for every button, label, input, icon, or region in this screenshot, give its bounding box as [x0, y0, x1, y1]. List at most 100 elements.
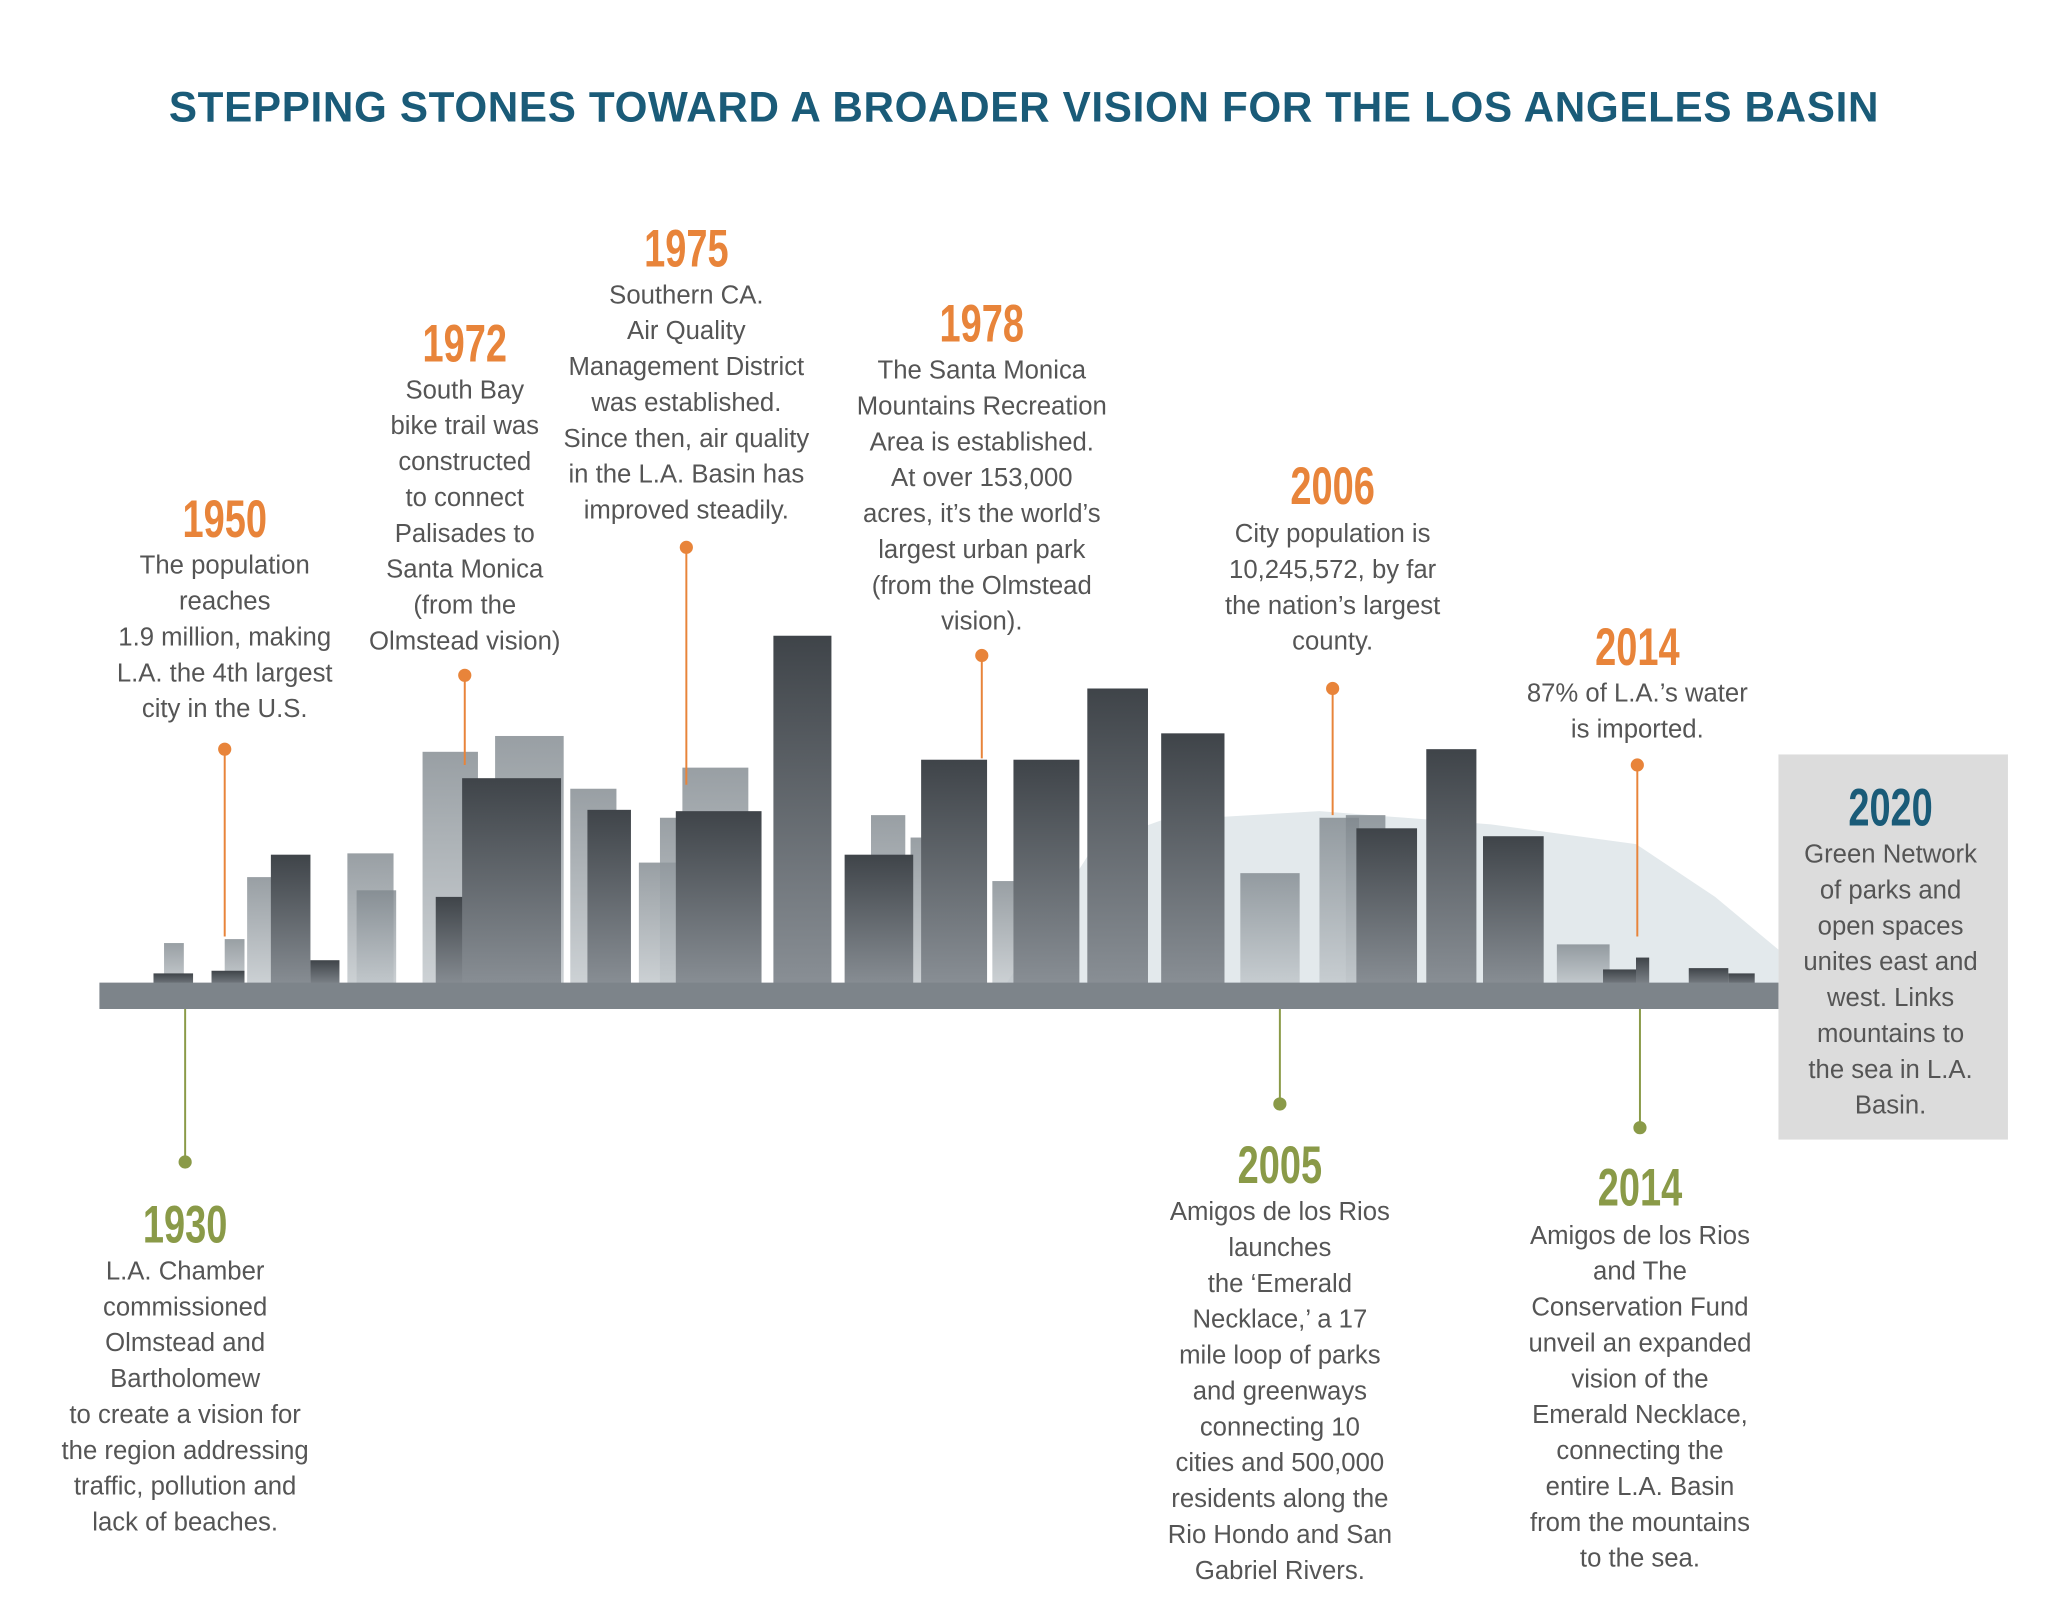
- building: [1087, 688, 1148, 990]
- event-text: lack of beaches.: [92, 1509, 278, 1537]
- event-text: reaches: [179, 588, 270, 616]
- event-text: is imported.: [1571, 716, 1704, 744]
- event-text: mountains to: [1817, 1020, 1964, 1048]
- event-text: largest urban park: [878, 536, 1085, 564]
- event-text: in the L.A. Basin has: [568, 461, 804, 489]
- year: 2020: [1848, 777, 1932, 837]
- building: [435, 896, 465, 990]
- event-text: to the sea.: [1580, 1545, 1700, 1573]
- event-text: entire L.A. Basin: [1546, 1473, 1735, 1501]
- dot: [975, 648, 989, 663]
- event-text: City population is: [1235, 520, 1431, 548]
- event-text: the ‘Emerald: [1208, 1270, 1352, 1298]
- building: [773, 635, 832, 990]
- event-text: At over 153,000: [891, 464, 1072, 492]
- event-text: Gabriel Rivers.: [1195, 1557, 1365, 1585]
- year: 1978: [940, 293, 1024, 353]
- ground: [99, 982, 1779, 1010]
- dot: [1630, 758, 1644, 772]
- dot: [1633, 1121, 1647, 1135]
- event-text: South Bay: [405, 376, 524, 404]
- building: [1482, 836, 1544, 990]
- event-text: Air Quality: [627, 317, 746, 345]
- event-text: commissioned: [103, 1293, 267, 1321]
- event-text: L.A. the 4th largest: [117, 659, 333, 687]
- event-text: the sea in L.A.: [1808, 1056, 1972, 1084]
- building: [1240, 873, 1300, 990]
- dot: [1326, 681, 1340, 696]
- dot: [679, 540, 693, 554]
- building: [356, 890, 397, 990]
- event-text: constructed: [398, 448, 531, 476]
- year: 1930: [143, 1194, 227, 1254]
- event-text: 10,245,572, by far: [1229, 556, 1437, 584]
- skyline: [116, 635, 1755, 990]
- event-text: Santa Monica: [386, 556, 544, 584]
- event-text: city in the U.S.: [142, 695, 308, 723]
- event-text: Conservation Fund: [1531, 1294, 1748, 1322]
- events: 1930 L.A. Chamber commissioned Olmstead and…: [62, 218, 1978, 1585]
- year: 1950: [182, 489, 266, 549]
- event-text: and greenways: [1193, 1377, 1367, 1405]
- event-text: Management District: [568, 353, 804, 381]
- building: [587, 809, 631, 990]
- event-text: acres, it’s the world’s: [863, 500, 1101, 528]
- event-text: Emerald Necklace,: [1532, 1401, 1748, 1429]
- event-text: cities and 500,000: [1176, 1449, 1385, 1477]
- building: [1356, 828, 1418, 990]
- event-text: Necklace,’ a 17: [1192, 1306, 1367, 1334]
- dot: [458, 668, 472, 682]
- event-text: Area is established.: [870, 428, 1094, 456]
- event-text: launches: [1228, 1234, 1331, 1262]
- event-text: Bartholomew: [110, 1365, 260, 1393]
- event-text: The Santa Monica: [877, 357, 1086, 385]
- event-text: vision of the: [1571, 1365, 1708, 1393]
- dot: [1273, 1097, 1287, 1111]
- event-text: the region addressing: [62, 1437, 309, 1465]
- event-text: vision).: [941, 608, 1022, 636]
- event-text: unveil an expanded: [1528, 1329, 1751, 1357]
- event-text: Amigos de los Rios: [1530, 1222, 1750, 1250]
- event-text: was established.: [590, 389, 781, 417]
- building: [1635, 957, 1650, 990]
- event-text: bike trail was: [390, 412, 539, 440]
- event-text: Amigos de los Rios: [1170, 1198, 1390, 1226]
- highlight-box: [1778, 754, 2008, 1140]
- event-text: Palisades to: [395, 520, 535, 548]
- event-text: The population: [140, 552, 310, 580]
- dot: [218, 742, 232, 756]
- year: 2006: [1290, 456, 1374, 516]
- event-text: from the mountains: [1530, 1509, 1750, 1537]
- year: 2014: [1595, 617, 1680, 677]
- event-text: Basin.: [1855, 1092, 1926, 1120]
- building: [675, 811, 762, 990]
- event-text: Rio Hondo and San: [1168, 1521, 1392, 1549]
- building: [247, 877, 274, 990]
- event-text: residents along the: [1171, 1485, 1388, 1513]
- title: STEPPING STONES TOWARD A BROADER VISION …: [169, 83, 1879, 130]
- dot: [178, 1155, 192, 1169]
- building: [844, 854, 914, 990]
- year: 2005: [1238, 1135, 1322, 1195]
- event-text: traffic, pollution and: [74, 1473, 296, 1501]
- building: [1161, 733, 1225, 990]
- year: 1972: [423, 313, 507, 373]
- event-text: Southern CA.: [609, 281, 763, 309]
- building: [1013, 759, 1080, 990]
- event-text: L.A. Chamber: [106, 1257, 265, 1285]
- event-text: of parks and: [1820, 876, 1961, 904]
- event-text: county.: [1292, 628, 1373, 656]
- event-text: west. Links: [1826, 984, 1954, 1012]
- building: [462, 778, 562, 990]
- year: 2014: [1598, 1157, 1683, 1217]
- event-text: mile loop of parks: [1179, 1342, 1380, 1370]
- event-text: Green Network: [1804, 841, 1977, 869]
- event-text: Since then, air quality: [563, 425, 809, 453]
- year: 1975: [644, 218, 728, 278]
- event-text: connecting 10: [1200, 1413, 1360, 1441]
- event-text: to connect: [405, 484, 524, 512]
- event-text: Mountains Recreation: [857, 392, 1107, 420]
- event-text: (from the Olmstead: [872, 572, 1092, 600]
